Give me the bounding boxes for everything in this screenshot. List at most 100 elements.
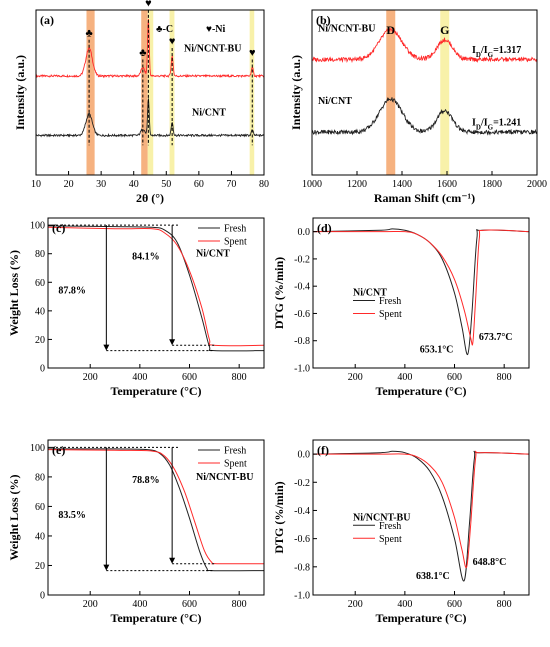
x-axis-label: Temperature (°C): [110, 384, 201, 398]
arrow-head: [103, 564, 110, 571]
sample-label: Ni/CNT: [353, 288, 387, 299]
x-tick-label: 1200: [347, 179, 367, 190]
x-tick-label: 800: [497, 599, 512, 610]
x-tick-label: 1400: [392, 179, 412, 190]
y-axis-label: Weight Loss (%): [7, 474, 21, 560]
peak-marker: ♣: [85, 27, 92, 39]
y-tick-label: 60: [35, 502, 45, 513]
panel-label: (a): [40, 13, 54, 27]
series-line-0: [35, 19, 265, 79]
x-tick-label: 10: [31, 179, 41, 190]
x-tick-label: 400: [397, 599, 412, 610]
y-tick-label: 40: [35, 531, 45, 542]
x-tick-label: 30: [96, 179, 106, 190]
loss-label: 83.5%: [58, 510, 86, 521]
series-label: Ni/CNT: [192, 108, 226, 119]
x-tick-label: 400: [132, 372, 147, 383]
peak-label: 638.1°C: [416, 571, 450, 582]
y-axis-label: DTG (%/min): [272, 257, 286, 329]
legend-label: Fresh: [224, 446, 246, 457]
x-tick-label: 800: [232, 372, 247, 383]
x-tick-label: 2000: [527, 179, 547, 190]
band-label: G: [440, 23, 449, 37]
legend-label: Spent: [224, 459, 247, 470]
arrow-head: [169, 339, 176, 346]
x-axis-label: Raman Shift (cm⁻¹): [374, 191, 475, 205]
peak-label: 673.7°C: [479, 332, 513, 343]
highlight-band: [169, 10, 175, 175]
loss-label: 87.8%: [58, 286, 86, 297]
legend-label: Spent: [224, 237, 247, 248]
panel-f: Fresh Spent Ni/NCNT-BU 638.1°C 648.8°C 200 400…: [272, 439, 530, 625]
legend-label: Fresh: [379, 521, 401, 532]
x-tick-label: 50: [161, 179, 171, 190]
y-tick-label: -1.0: [294, 364, 310, 375]
plot-frame: [35, 9, 265, 176]
ratio-value: 1.317: [499, 45, 522, 56]
series-line-0: [312, 228, 530, 355]
y-tick-label: 20: [35, 335, 45, 346]
highlight-band: [440, 10, 450, 175]
y-tick-label: -0.6: [294, 309, 310, 320]
y-tick-label: -0.4: [294, 282, 310, 293]
legend-label: Spent: [379, 534, 402, 545]
highlight-band: [386, 10, 396, 175]
plot-frame: [47, 439, 265, 596]
y-tick-label: 40: [35, 306, 45, 317]
panel-d: Fresh Spent Ni/CNT 653.1°C 673.7°C 200 400 600 8…: [272, 217, 530, 398]
x-tick-label: 1600: [437, 179, 457, 190]
series-line-1: [35, 98, 265, 138]
plot-frame: [312, 439, 530, 596]
y-tick-label: 80: [35, 249, 45, 260]
x-axis-label: Temperature (°C): [110, 611, 201, 625]
y-tick-label: -0.6: [294, 534, 310, 545]
peak-marker: ♥: [145, 0, 152, 10]
x-tick-label: 1000: [302, 179, 322, 190]
y-tick-label: 60: [35, 278, 45, 289]
panel-label: (f): [317, 443, 329, 457]
panel-b: D G Ni/NCNT-BU Ni/CNT ID/IG=1.317 ID/IG=1.241…: [289, 9, 547, 205]
arrow-head: [169, 557, 176, 564]
series-line-1: [311, 96, 538, 136]
x-tick-label: 1800: [482, 179, 502, 190]
y-axis-label: DTG (%/min): [272, 481, 286, 553]
arrow-head: [103, 344, 110, 351]
sample-label: Ni/CNT: [196, 249, 230, 260]
series-label: Ni/CNT: [318, 96, 352, 107]
x-tick-label: 600: [447, 372, 462, 383]
x-tick-label: 400: [397, 372, 412, 383]
sample-label: Ni/NCNT-BU: [196, 472, 253, 483]
series-line-0: [312, 450, 530, 582]
y-tick-label: -0.2: [294, 254, 310, 265]
x-tick-label: 600: [447, 599, 462, 610]
y-tick-label: 80: [35, 472, 45, 483]
legend-label: Spent: [379, 309, 402, 320]
y-tick-label: 100: [30, 443, 45, 454]
y-tick-label: -0.8: [294, 336, 310, 347]
peak-marker: ♥: [169, 36, 176, 48]
y-tick-label: -0.4: [294, 506, 310, 517]
band-label: D: [386, 23, 395, 37]
x-tick-label: 200: [83, 372, 98, 383]
x-tick-label: 600: [182, 599, 197, 610]
x-tick-label: 20: [64, 179, 74, 190]
y-tick-label: -0.2: [294, 478, 310, 489]
y-axis-label: Weight Loss (%): [7, 250, 21, 336]
x-tick-label: 800: [497, 372, 512, 383]
series-line-1: [47, 226, 265, 347]
legend-label: Fresh: [224, 224, 246, 235]
panel-label: (e): [52, 443, 65, 457]
series-line-1: [312, 229, 530, 346]
x-tick-label: 400: [132, 599, 147, 610]
legend-nickel: ♥-Ni: [206, 24, 225, 35]
x-tick-label: 800: [232, 599, 247, 610]
ratio-label: ID/IG=1.241: [472, 118, 521, 132]
x-tick-label: 40: [129, 179, 139, 190]
plot-frame: [311, 9, 538, 176]
series-line-0: [311, 27, 538, 64]
y-tick-label: -1.0: [294, 591, 310, 602]
